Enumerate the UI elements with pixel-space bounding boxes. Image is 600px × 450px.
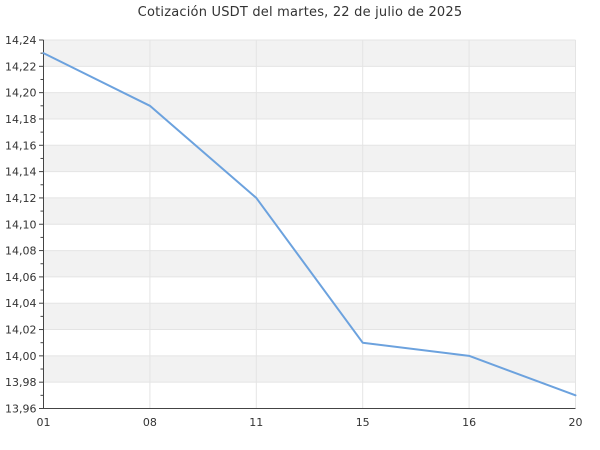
x-axis-label: 20 [569, 416, 583, 429]
y-axis-label: 13,98 [5, 376, 37, 389]
y-axis-label: 14,08 [5, 245, 37, 258]
y-axis-label: 14,18 [5, 113, 37, 126]
plot-band [43, 40, 576, 67]
plot-band [43, 250, 576, 277]
y-axis-label: 14,06 [5, 271, 37, 284]
plot-band [43, 145, 576, 172]
y-axis-label: 14,12 [5, 192, 37, 205]
y-axis-label: 14,20 [5, 87, 37, 100]
y-axis-label: 14,04 [5, 297, 37, 310]
x-axis-label: 16 [462, 416, 476, 429]
x-axis-label: 01 [37, 416, 51, 429]
y-axis-label: 13,96 [5, 403, 37, 416]
y-axis-label: 14,10 [5, 218, 37, 231]
y-axis-label: 14,14 [5, 166, 37, 179]
x-axis-label: 08 [143, 416, 157, 429]
y-axis-label: 14,24 [5, 34, 37, 47]
plot-band [43, 303, 576, 330]
plot-band [43, 197, 576, 225]
y-axis-label: 14,02 [5, 324, 37, 337]
y-axis-label: 14,00 [5, 350, 37, 363]
y-axis-label: 14,16 [5, 139, 37, 152]
x-axis-label: 15 [356, 416, 370, 429]
y-axis-label: 14,22 [5, 60, 37, 73]
chart-title: Cotización USDT del martes, 22 de julio … [137, 5, 463, 20]
x-axis-label: 11 [249, 416, 263, 429]
plot-band [43, 92, 576, 119]
price-line [42, 52, 577, 397]
plot-band [43, 355, 576, 383]
